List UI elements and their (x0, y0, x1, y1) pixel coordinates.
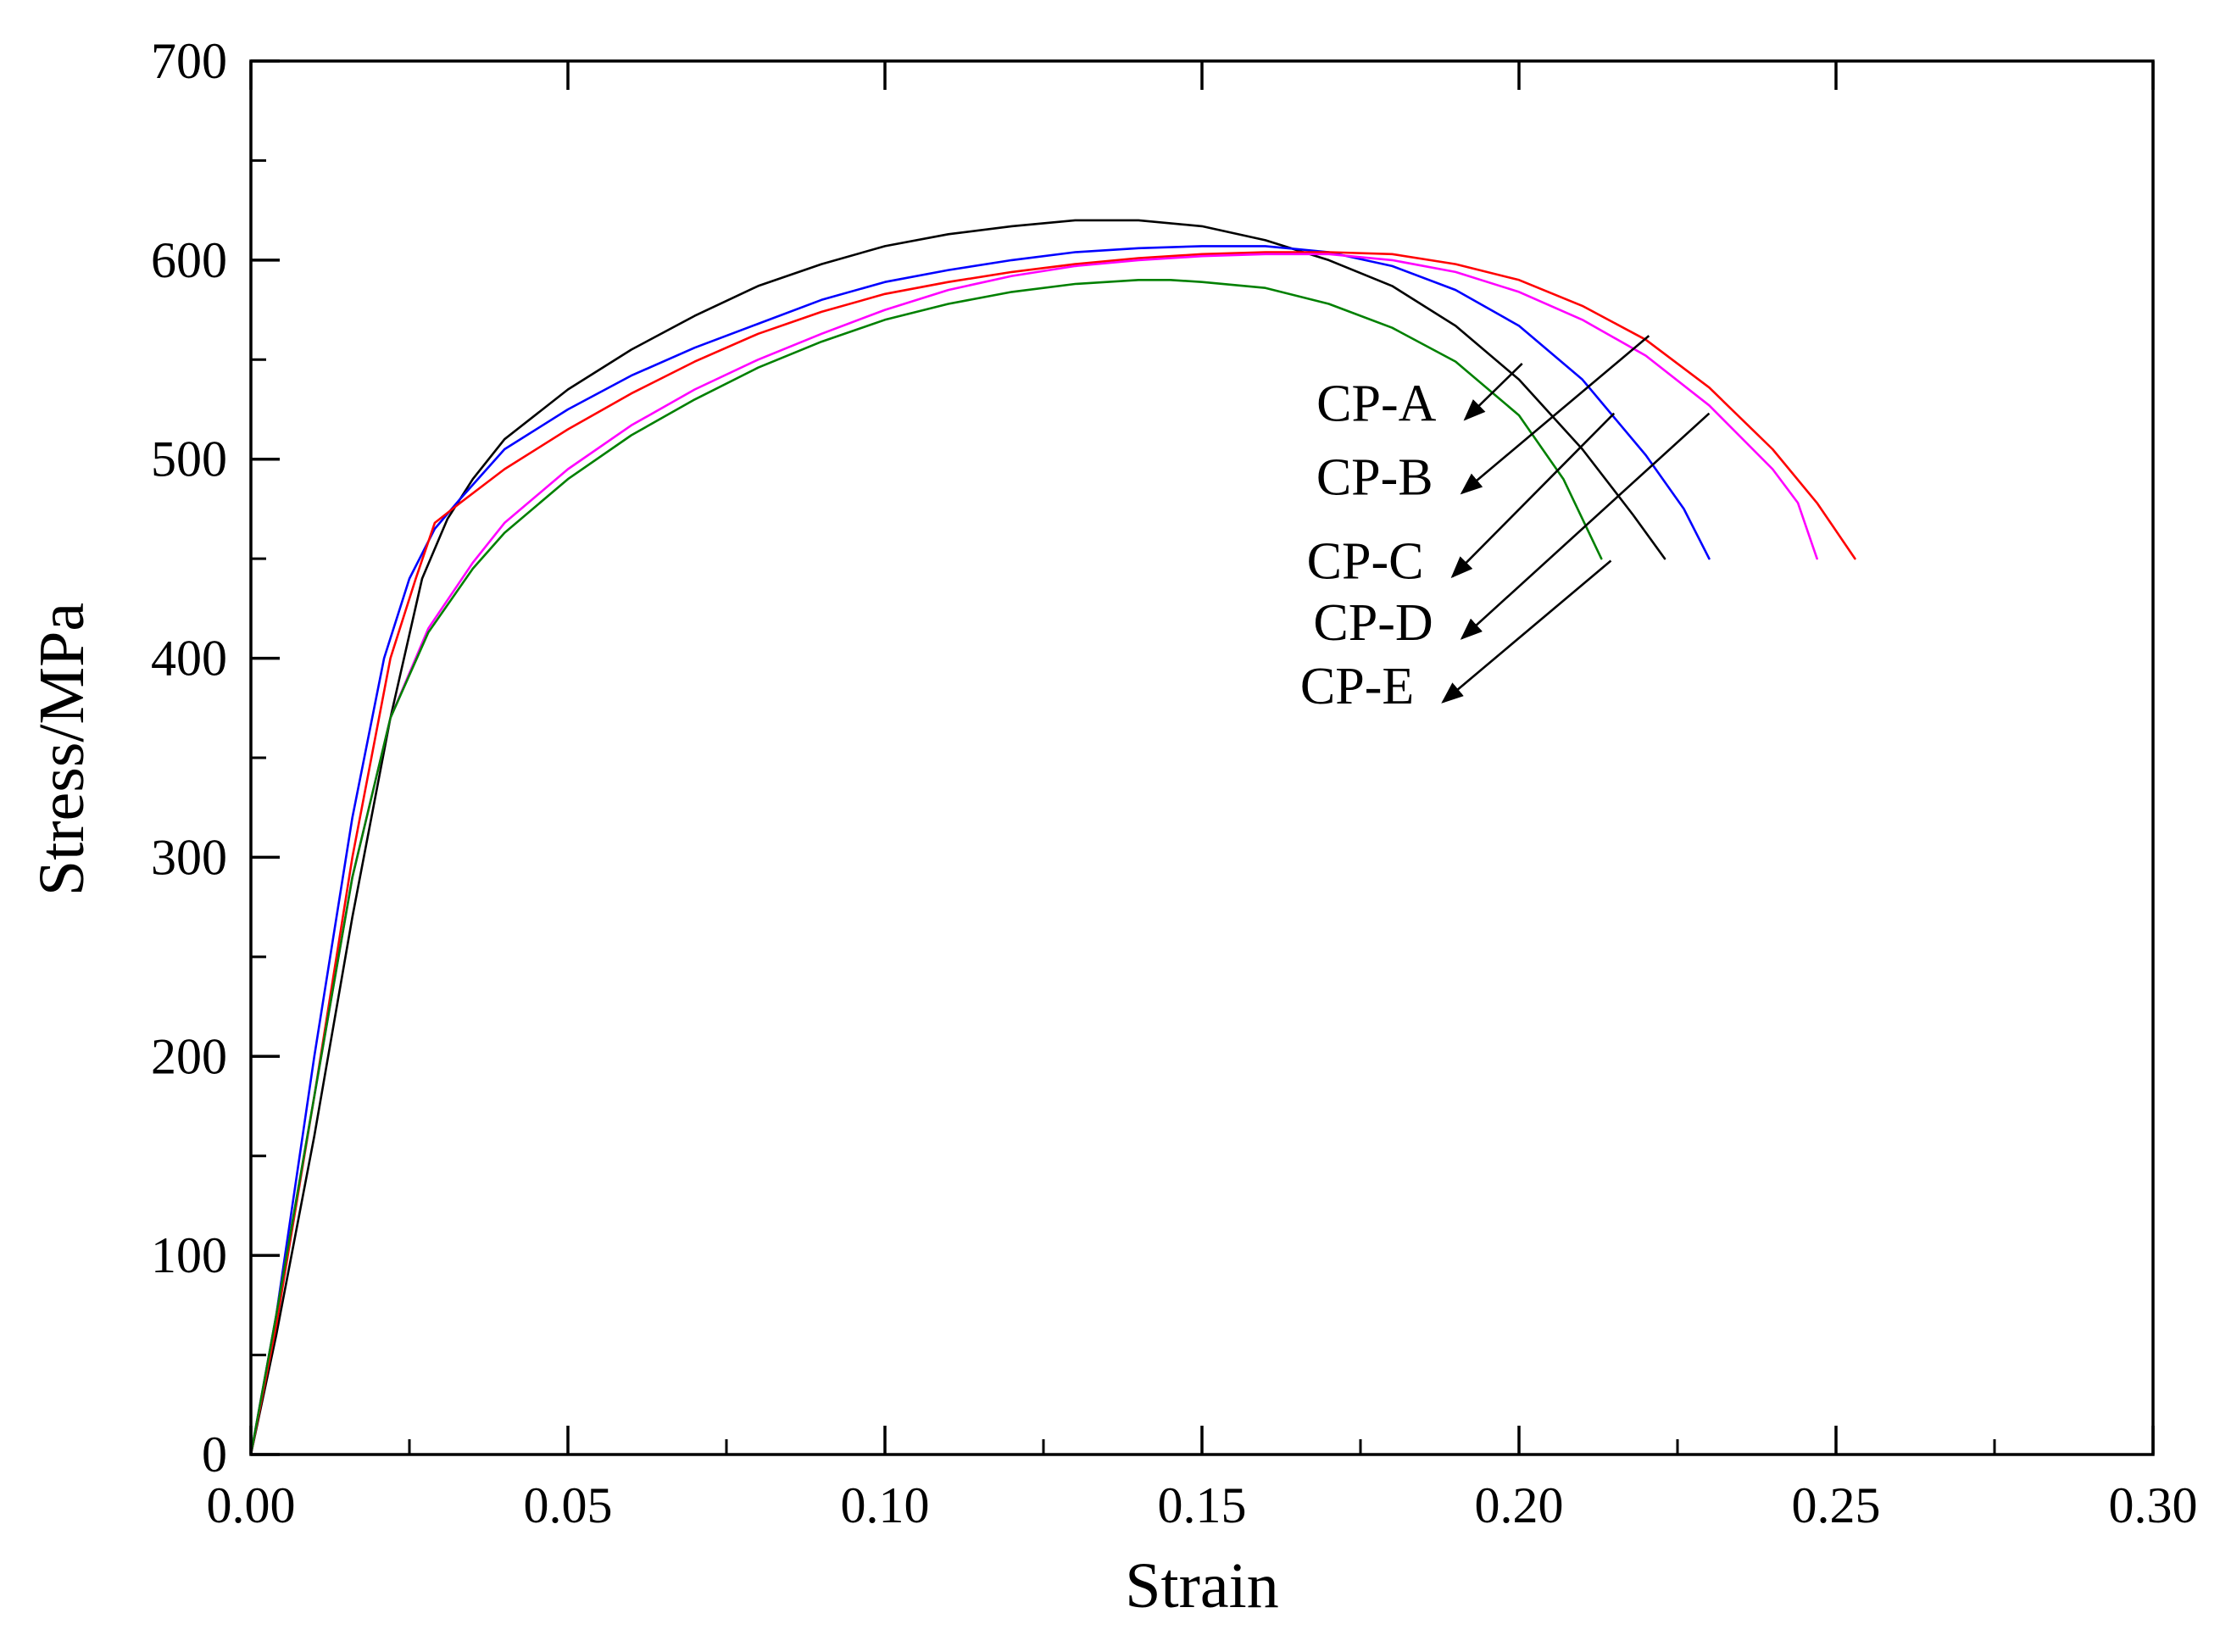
series-line-cp-e (249, 279, 1603, 1456)
x-tick-label: 0.30 (2109, 1477, 2198, 1533)
y-tick-label: 200 (151, 1028, 227, 1084)
x-tick-label: 0.10 (841, 1477, 930, 1533)
y-axis-title: Stress/MPa (26, 603, 97, 896)
annotation-layer: CP-A CP-B CP-CCP-D CP-E (1300, 335, 1711, 715)
x-tick-label: 0.00 (207, 1477, 296, 1533)
plot-frame (249, 59, 2155, 1456)
x-tick-label: 0.05 (524, 1477, 613, 1533)
series-line-cp-d (249, 253, 1818, 1456)
y-tick-label: 300 (151, 829, 227, 885)
series-line-cp-b (249, 245, 1711, 1456)
annotation-label-cp-b: CP-B (1316, 449, 1433, 507)
x-tick-label: 0.25 (1792, 1477, 1881, 1533)
annotation-arrow-cp-b (1460, 335, 1650, 495)
x-axis-title: Strain (1125, 1550, 1279, 1621)
y-tick-label: 700 (151, 33, 227, 89)
annotation-arrow-cp-d (1460, 412, 1711, 640)
series-line-cp-a (249, 219, 1666, 1456)
annotation-arrow-cp-a (1463, 363, 1523, 421)
x-tick-label: 0.15 (1158, 1477, 1247, 1533)
y-tick-label: 500 (151, 431, 227, 487)
y-tick-label: 600 (151, 232, 227, 288)
y-tick-label: 400 (151, 631, 227, 687)
y-tick-label: 0 (202, 1427, 227, 1482)
annotation-arrow-cp-c (1450, 412, 1616, 579)
annotation-label-cp-e: CP-E (1300, 658, 1414, 715)
y-tick-label: 100 (151, 1227, 227, 1283)
ticks-layer: 0.00 0.05 0.10 0.15 0.20 0.25 0.30 0 100 200 300 40… (151, 33, 2198, 1533)
series-layer (249, 219, 1856, 1456)
annotation-label-cp-c: CP-C (1307, 532, 1424, 590)
annotation-label-cp-d: CP-D (1313, 594, 1433, 652)
series-line-cp-c (249, 251, 1856, 1456)
x-tick-label: 0.20 (1475, 1477, 1564, 1533)
annotation-label-cp-a: CP-A (1316, 375, 1436, 433)
annotation-arrow-cp-e (1441, 559, 1612, 704)
